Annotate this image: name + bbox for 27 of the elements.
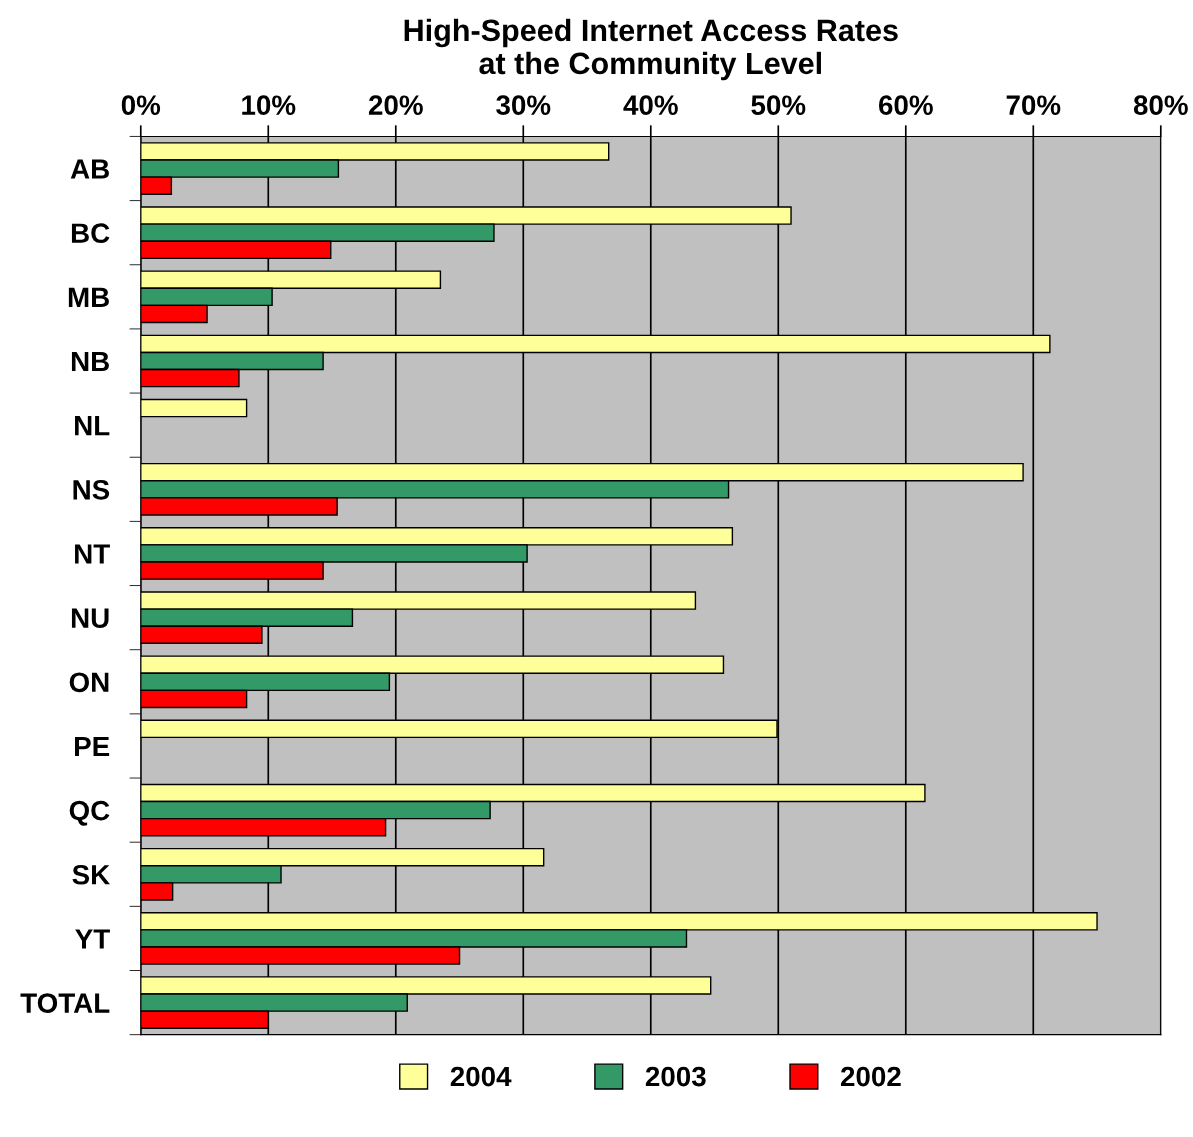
y-tick-label: BC <box>71 223 110 244</box>
x-tick-label: 20% <box>368 95 423 115</box>
x-tick-label: 30% <box>496 95 551 116</box>
y-tick-label: NT <box>75 544 110 564</box>
legend-label: 2003 <box>645 1066 706 1087</box>
y-tick-label: NU <box>71 608 109 628</box>
y-tick-label: MB <box>68 287 109 307</box>
y-tick-label: QC <box>69 800 110 826</box>
x-tick-label: 60% <box>879 95 933 115</box>
y-tick-label: NS <box>73 479 110 500</box>
x-tick-label: 10% <box>242 95 296 115</box>
x-tick-label: 80% <box>1133 95 1188 115</box>
y-tick-label: YT <box>75 929 110 949</box>
x-tick-label: 40% <box>623 95 678 115</box>
x-tick-label: 70% <box>1006 95 1061 115</box>
y-tick-label: PE <box>75 736 110 757</box>
legend-label: 2004 <box>450 1066 512 1087</box>
x-tick-label: 0% <box>121 95 161 115</box>
y-tick-label: TOTAL <box>20 993 110 1013</box>
x-tick-label: 50% <box>751 95 806 115</box>
y-tick-label: AB <box>70 159 109 179</box>
y-tick-label: NL <box>75 416 110 436</box>
chart-title: High-Speed Internet Access Rates at the Community Level <box>404 18 898 81</box>
y-tick-label: SK <box>72 864 110 885</box>
legend-label: 2002 <box>840 1066 901 1087</box>
y-tick-label: ON <box>69 672 109 693</box>
y-tick-label: NB <box>71 351 109 372</box>
